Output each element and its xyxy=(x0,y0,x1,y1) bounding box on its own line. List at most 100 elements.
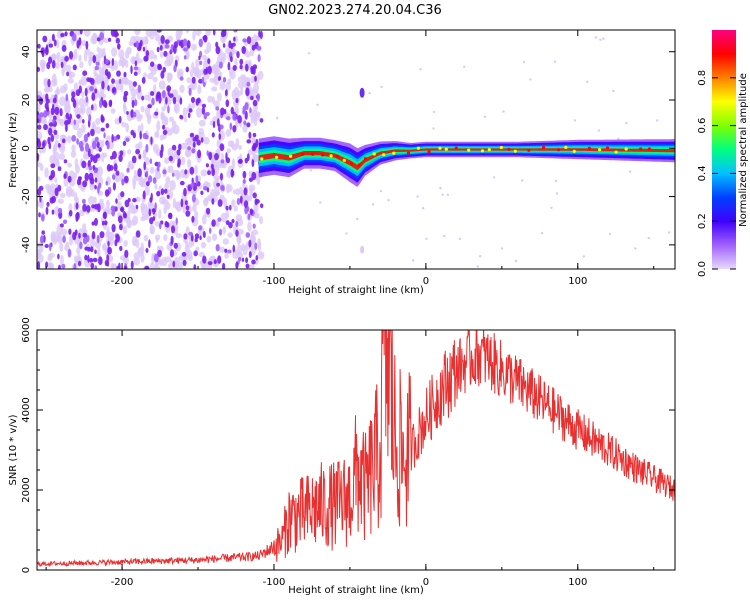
y-tick-label: 6000 xyxy=(21,317,32,342)
noise-haze-dot xyxy=(50,183,56,191)
noise-dot xyxy=(84,246,89,251)
noise-dot xyxy=(127,197,131,203)
noise-dot xyxy=(213,259,217,265)
noise-dot xyxy=(180,198,184,208)
noise-dot xyxy=(255,199,260,204)
noise-dot xyxy=(225,99,230,108)
sparse-dot xyxy=(540,231,544,235)
noise-dot xyxy=(75,202,79,210)
noise-dot xyxy=(258,30,261,38)
noise-haze-dot xyxy=(179,84,185,94)
noise-dot xyxy=(183,187,187,197)
noise-haze-dot xyxy=(37,103,41,114)
ridge-speck xyxy=(275,155,279,159)
noise-dot xyxy=(179,76,184,81)
noise-dot xyxy=(48,127,53,136)
x-tick-label: 100 xyxy=(568,276,587,287)
noise-haze-dot xyxy=(88,195,95,205)
noise-haze-dot xyxy=(226,169,232,179)
noise-dot xyxy=(87,246,91,252)
noise-dot xyxy=(217,199,223,207)
noise-haze-dot xyxy=(115,174,121,182)
noise-haze-dot xyxy=(198,251,205,258)
noise-dot xyxy=(162,169,167,175)
noise-dot xyxy=(243,120,247,126)
noise-dot xyxy=(94,249,97,255)
noise-haze-dot xyxy=(186,77,192,84)
noise-dot xyxy=(145,248,149,253)
colorbar-tick-label: 0.2 xyxy=(697,213,708,229)
noise-dot xyxy=(71,135,77,142)
noise-dot xyxy=(50,163,56,169)
noise-dot xyxy=(212,30,216,36)
noise-haze-dot xyxy=(43,87,51,93)
noise-haze-dot xyxy=(59,96,66,107)
x-tick-label: -100 xyxy=(263,276,286,287)
noise-dot xyxy=(47,136,51,145)
noise-dot xyxy=(214,153,219,161)
noise-haze-dot xyxy=(127,149,132,155)
noise-dot xyxy=(197,149,202,159)
signal-ridge-band xyxy=(258,146,675,173)
noise-haze-dot xyxy=(63,83,68,92)
noise-dot xyxy=(51,33,56,42)
noise-dot xyxy=(85,96,89,103)
noise-dot xyxy=(63,173,67,179)
noise-haze-dot xyxy=(97,247,101,258)
noise-haze-dot xyxy=(47,262,54,268)
noise-dot xyxy=(123,94,128,103)
noise-dot xyxy=(256,45,262,51)
sparse-dot xyxy=(276,116,279,120)
noise-dot xyxy=(67,248,72,258)
noise-dot xyxy=(252,99,258,107)
noise-dot xyxy=(87,254,90,263)
noise-haze-dot xyxy=(93,69,97,77)
noise-dot xyxy=(100,127,105,132)
noise-haze-dot xyxy=(113,60,119,71)
noise-dot xyxy=(149,158,153,165)
noise-dot xyxy=(148,208,152,217)
noise-haze-dot xyxy=(92,103,98,112)
noise-haze-dot xyxy=(110,63,115,72)
noise-dot xyxy=(74,229,78,236)
noise-dot xyxy=(125,137,130,142)
noise-haze-dot xyxy=(122,75,128,84)
noise-dot xyxy=(190,182,195,188)
noise-haze-dot xyxy=(165,116,169,126)
noise-dot xyxy=(134,99,138,107)
noise-dot xyxy=(227,249,232,254)
colorbar-ticks: 0.0 0.2 0.4 0.6 0.8 xyxy=(697,70,736,277)
noise-dot xyxy=(237,159,243,164)
noise-haze-dot xyxy=(83,30,91,37)
noise-dot xyxy=(154,161,160,167)
noise-dot xyxy=(124,249,129,258)
noise-haze-dot xyxy=(195,246,200,252)
noise-haze-dot xyxy=(182,107,188,117)
isolated-blob xyxy=(359,87,365,98)
noise-dot xyxy=(243,200,249,209)
noise-dot xyxy=(233,30,238,33)
noise-dot xyxy=(207,261,213,266)
x-tick-label: -100 xyxy=(263,577,286,588)
noise-haze-dot xyxy=(191,61,195,71)
noise-dot xyxy=(226,116,231,121)
noise-haze-dot xyxy=(240,243,246,252)
noise-dot xyxy=(76,138,79,145)
noise-haze-dot xyxy=(79,61,84,69)
noise-haze-dot xyxy=(198,119,206,127)
noise-haze-dot xyxy=(196,107,203,118)
noise-dot xyxy=(248,239,252,248)
noise-dot xyxy=(38,97,44,105)
noise-dot xyxy=(53,39,57,47)
noise-haze-dot xyxy=(200,169,208,177)
noise-dot xyxy=(67,175,72,183)
noise-dot xyxy=(46,201,50,207)
ridge-speck xyxy=(480,149,485,153)
noise-haze-dot xyxy=(141,178,147,185)
noise-dot xyxy=(232,244,236,253)
noise-dot xyxy=(50,134,55,142)
noise-haze-dot xyxy=(238,145,243,150)
noise-dot xyxy=(215,106,220,111)
noise-dot xyxy=(164,44,170,49)
noise-dot xyxy=(191,194,196,203)
